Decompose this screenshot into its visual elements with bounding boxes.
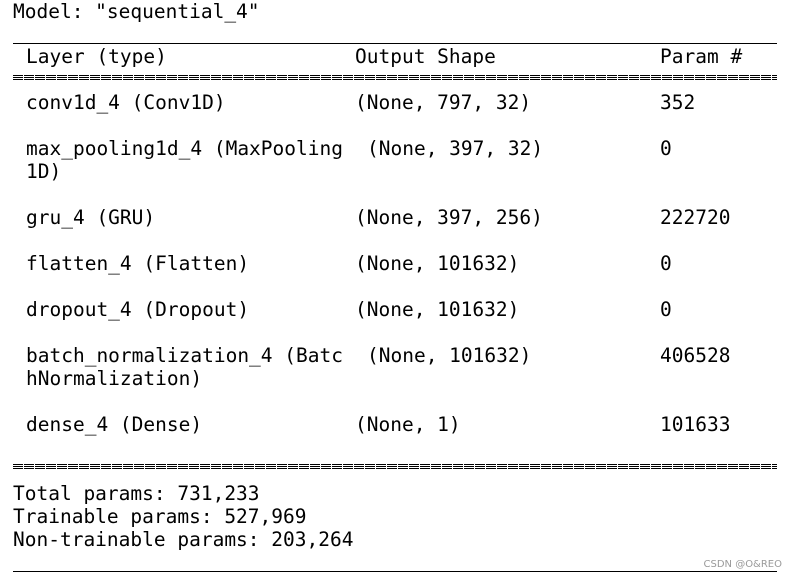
layer-name-wrap: 1D) [26, 160, 62, 183]
layer-name: dropout_4 (Dropout) [26, 298, 250, 321]
top-divider [13, 43, 777, 44]
header-output-shape: Output Shape [355, 45, 496, 68]
watermark: CSDN @O&REO [703, 559, 783, 570]
param-count: 0 [660, 137, 672, 160]
model-title: Model: "sequential_4" [13, 0, 260, 23]
total-params: Total params: 731,233 [13, 482, 260, 505]
param-count: 101633 [660, 413, 731, 436]
layer-name-wrap: hNormalization) [26, 367, 203, 390]
header-param-count: Param # [660, 45, 743, 68]
layer-name: conv1d_4 (Conv1D) [26, 91, 226, 114]
output-shape: (None, 101632) [355, 252, 520, 275]
output-shape: (None, 397, 256) [355, 206, 543, 229]
layer-name: gru_4 (GRU) [26, 206, 156, 229]
header-layer-type: Layer (type) [26, 45, 167, 68]
param-count: 0 [660, 298, 672, 321]
param-count: 406528 [660, 344, 731, 367]
non-trainable-params: Non-trainable params: 203,264 [13, 528, 354, 551]
param-count: 222720 [660, 206, 731, 229]
output-shape: (None, 1) [355, 413, 461, 436]
output-shape: (None, 101632) [355, 298, 520, 321]
output-shape: (None, 797, 32) [355, 91, 532, 114]
layer-name: max_pooling1d_4 (MaxPooling [26, 137, 343, 160]
summary-double-divider [13, 464, 777, 469]
param-count: 352 [660, 91, 696, 114]
param-count: 0 [660, 252, 672, 275]
trainable-params: Trainable params: 527,969 [13, 505, 307, 528]
output-shape: (None, 101632) [367, 344, 532, 367]
layer-name: flatten_4 (Flatten) [26, 252, 250, 275]
layer-name: dense_4 (Dense) [26, 413, 203, 436]
bottom-divider [13, 571, 777, 572]
layer-name: batch_normalization_4 (Batc [26, 344, 343, 367]
header-double-divider [13, 75, 777, 80]
output-shape: (None, 397, 32) [367, 137, 544, 160]
